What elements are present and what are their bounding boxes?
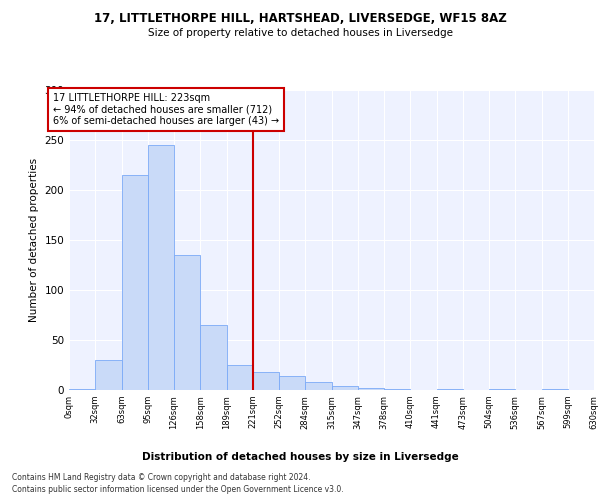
Bar	[594, 389, 600, 390]
Text: Contains public sector information licensed under the Open Government Licence v3: Contains public sector information licen…	[12, 485, 344, 494]
Bar	[148, 145, 174, 390]
Bar	[384, 389, 410, 390]
Bar	[305, 382, 331, 390]
Bar	[542, 389, 568, 390]
Bar	[489, 389, 515, 390]
Text: Distribution of detached houses by size in Liversedge: Distribution of detached houses by size …	[142, 452, 458, 462]
Text: 17 LITTLETHORPE HILL: 223sqm
← 94% of detached houses are smaller (712)
6% of se: 17 LITTLETHORPE HILL: 223sqm ← 94% of de…	[53, 93, 280, 126]
Text: 17, LITTLETHORPE HILL, HARTSHEAD, LIVERSEDGE, WF15 8AZ: 17, LITTLETHORPE HILL, HARTSHEAD, LIVERS…	[94, 12, 506, 26]
Text: Size of property relative to detached houses in Liversedge: Size of property relative to detached ho…	[148, 28, 452, 38]
Bar	[227, 365, 253, 390]
Bar	[69, 389, 95, 390]
Y-axis label: Number of detached properties: Number of detached properties	[29, 158, 39, 322]
Bar	[95, 360, 121, 390]
Bar	[279, 376, 305, 390]
Bar	[358, 388, 384, 390]
Bar	[331, 386, 358, 390]
Bar	[253, 372, 279, 390]
Text: Contains HM Land Registry data © Crown copyright and database right 2024.: Contains HM Land Registry data © Crown c…	[12, 472, 311, 482]
Bar	[200, 325, 227, 390]
Bar	[121, 175, 148, 390]
Bar	[437, 389, 463, 390]
Bar	[174, 255, 200, 390]
